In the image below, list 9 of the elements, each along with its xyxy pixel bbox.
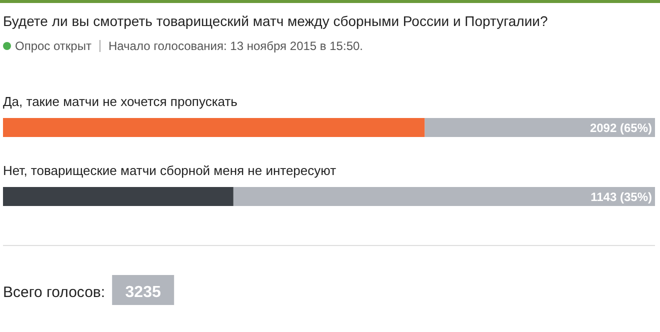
- chart-subtitle: Опрос открыт: [15, 39, 92, 53]
- text: Всего голосов:: [3, 284, 106, 301]
- text: 3235: [125, 284, 161, 301]
- data-label: 1143 (35%): [590, 190, 652, 204]
- text: Начало голосования: 13 ноября 2015 в 15:50.: [108, 39, 363, 53]
- data-label: 2092 (65%): [590, 121, 652, 135]
- chart-title: Будете ли вы смотреть товарищеский матч между сборными России и Португалии?: [3, 13, 548, 29]
- y-tick-label: Да, такие матчи не хочется пропускать: [3, 94, 238, 109]
- y-tick-label: Нет, товарищеские матчи сборной меня не интересуют: [3, 163, 336, 178]
